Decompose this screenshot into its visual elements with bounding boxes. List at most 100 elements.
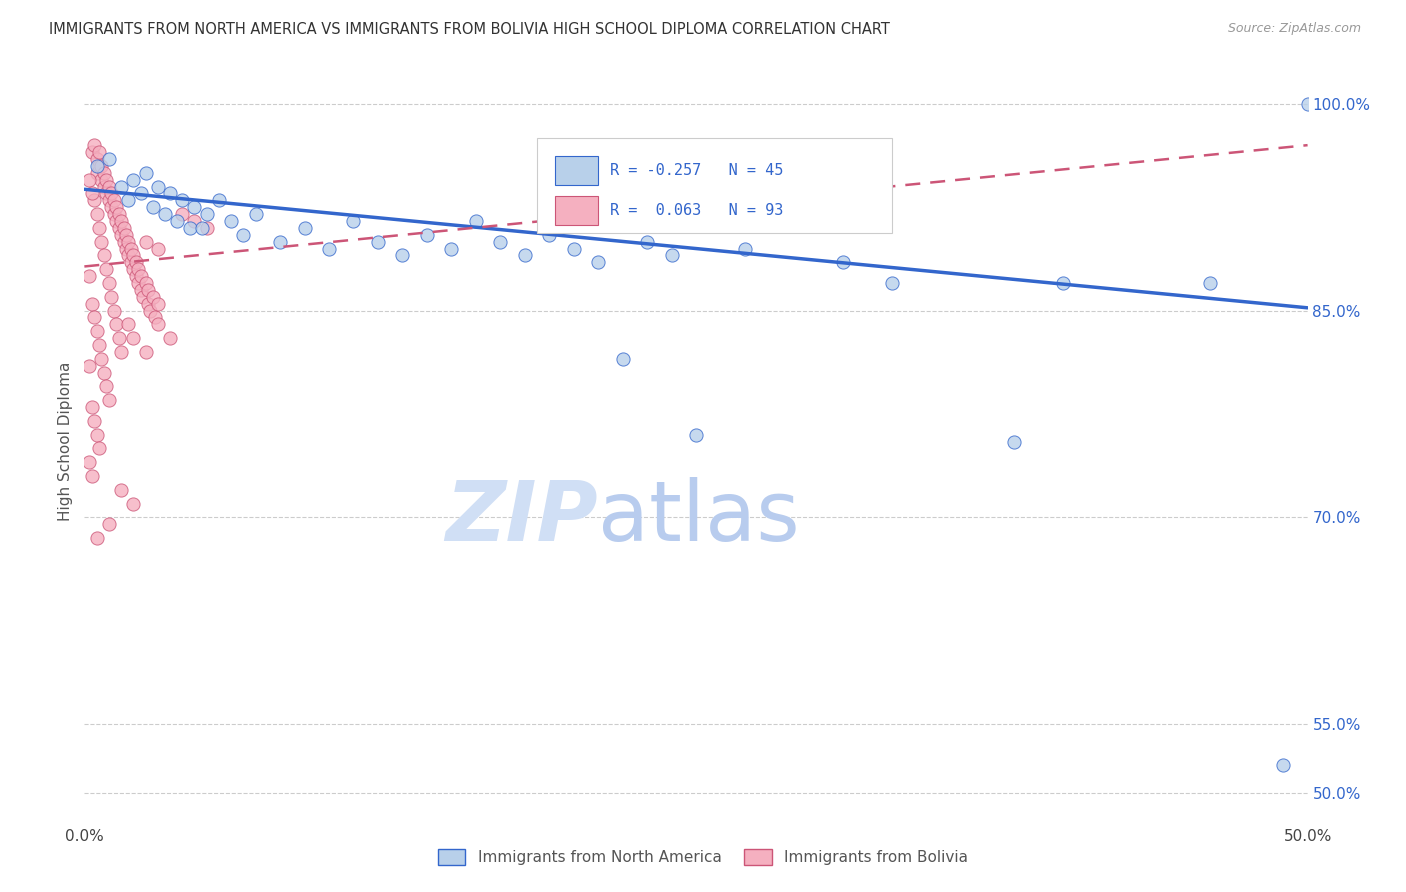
Point	[110, 179, 132, 194]
Point	[342, 214, 364, 228]
Point	[135, 235, 157, 249]
Point	[77, 455, 100, 469]
Point	[125, 255, 148, 269]
Point	[117, 248, 139, 262]
Point	[135, 345, 157, 359]
Point	[80, 145, 103, 159]
Point	[97, 517, 120, 532]
Point	[122, 262, 145, 277]
Point	[86, 159, 108, 173]
FancyBboxPatch shape	[555, 196, 598, 225]
Point	[100, 200, 122, 214]
Point	[83, 414, 105, 428]
Point	[183, 214, 205, 228]
Point	[86, 166, 108, 180]
Point	[97, 393, 120, 408]
Point	[143, 310, 166, 325]
Point	[132, 290, 155, 304]
Point	[100, 290, 122, 304]
Point	[96, 172, 118, 186]
Point	[96, 186, 118, 201]
Point	[77, 172, 100, 186]
Point	[489, 235, 512, 249]
Point	[612, 351, 634, 366]
Point	[86, 207, 108, 221]
Point	[318, 242, 340, 256]
Point	[661, 248, 683, 262]
FancyBboxPatch shape	[537, 138, 891, 233]
Point	[83, 194, 105, 208]
Point	[110, 227, 132, 242]
Point	[166, 214, 188, 228]
Point	[105, 200, 128, 214]
Text: R = -0.257   N = 45: R = -0.257 N = 45	[610, 163, 783, 178]
Point	[195, 207, 218, 221]
Point	[97, 179, 120, 194]
Point	[127, 276, 149, 290]
Point	[245, 207, 267, 221]
Point	[87, 220, 110, 235]
Point	[90, 172, 112, 186]
Point	[86, 531, 108, 545]
Point	[93, 366, 115, 380]
Point	[538, 227, 561, 242]
Point	[136, 283, 159, 297]
Point	[86, 427, 108, 442]
Point	[146, 242, 169, 256]
Point	[464, 214, 486, 228]
Point	[107, 220, 129, 235]
Point	[208, 194, 231, 208]
Point	[87, 442, 110, 456]
Point	[172, 207, 194, 221]
Point	[159, 186, 181, 201]
Point	[125, 269, 148, 284]
Point	[80, 400, 103, 414]
Point	[97, 152, 120, 166]
Point	[117, 318, 139, 332]
Point	[142, 290, 165, 304]
Point	[93, 248, 115, 262]
Point	[90, 351, 112, 366]
Point	[87, 159, 110, 173]
Point	[146, 179, 169, 194]
Point	[90, 159, 112, 173]
Point	[97, 276, 120, 290]
Point	[120, 242, 142, 256]
Point	[122, 248, 145, 262]
Point	[1002, 434, 1025, 449]
Point	[135, 276, 157, 290]
Point	[115, 242, 138, 256]
Point	[97, 194, 120, 208]
Point	[294, 220, 316, 235]
Point	[139, 303, 162, 318]
Point	[80, 186, 103, 201]
Point	[105, 318, 128, 332]
Point	[112, 235, 135, 249]
Point	[831, 255, 853, 269]
FancyBboxPatch shape	[555, 156, 598, 186]
Point	[159, 331, 181, 345]
Point	[87, 145, 110, 159]
Point	[146, 296, 169, 310]
Point	[112, 220, 135, 235]
Point	[219, 214, 242, 228]
Point	[195, 220, 218, 235]
Point	[129, 186, 152, 201]
Point	[90, 235, 112, 249]
Point	[734, 242, 756, 256]
Point	[86, 324, 108, 338]
Text: atlas: atlas	[598, 477, 800, 558]
Point	[179, 220, 201, 235]
Point	[135, 166, 157, 180]
Point	[122, 497, 145, 511]
Point	[120, 255, 142, 269]
Point	[77, 359, 100, 373]
Point	[87, 338, 110, 352]
Point	[80, 469, 103, 483]
Point	[80, 296, 103, 310]
Point	[83, 310, 105, 325]
Point	[391, 248, 413, 262]
Point	[880, 276, 903, 290]
Point	[367, 235, 389, 249]
Point	[142, 200, 165, 214]
